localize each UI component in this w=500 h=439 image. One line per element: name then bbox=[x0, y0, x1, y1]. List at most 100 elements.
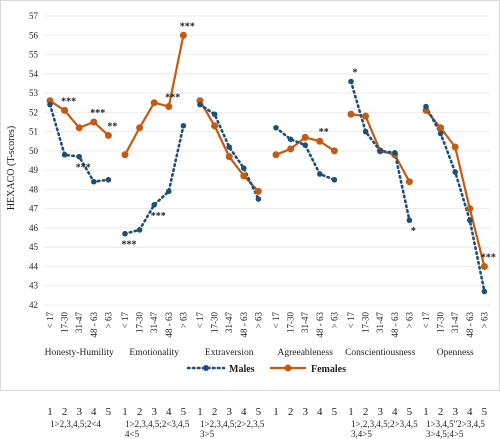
group-label-1: Emotionality bbox=[129, 348, 179, 358]
males-point-1-1 bbox=[136, 227, 143, 233]
males-point-5-1 bbox=[437, 130, 444, 137]
comparison-text-0-0: 1>2,3,4,5;2<4 bbox=[50, 419, 101, 429]
x-tick-label-5-4: > 63 bbox=[479, 312, 489, 329]
males-point-2-2 bbox=[226, 144, 232, 150]
index-label-5-1: 2 bbox=[438, 406, 444, 418]
males-point-3-1 bbox=[287, 136, 294, 143]
index-label-0-0: 1 bbox=[47, 406, 53, 418]
comparison-text-1-0: 1>2,3,4,5;2<3,4,5 bbox=[125, 419, 190, 429]
males-line-5 bbox=[424, 105, 486, 293]
males-point-2-4 bbox=[255, 196, 262, 202]
legend: Males Females bbox=[186, 364, 346, 375]
index-label-1-4: 5 bbox=[181, 406, 187, 418]
males-point-3-4 bbox=[331, 176, 338, 183]
females-point-3-4 bbox=[330, 147, 338, 155]
females-point-1-1 bbox=[136, 124, 144, 132]
index-label-0-3: 4 bbox=[91, 406, 97, 418]
males-point-1-0 bbox=[122, 230, 128, 237]
index-label-2-3: 4 bbox=[241, 406, 247, 418]
males-point-0-3 bbox=[91, 178, 97, 185]
index-label-4-1: 2 bbox=[363, 406, 369, 418]
legend-females-label: Females bbox=[311, 364, 346, 375]
males-point-2-1 bbox=[211, 111, 218, 118]
y-tick-label-48: 48 bbox=[29, 184, 39, 194]
y-tick-label-52: 52 bbox=[29, 107, 38, 117]
index-label-4-4: 5 bbox=[407, 406, 413, 418]
index-label-3-0: 1 bbox=[273, 406, 279, 418]
legend-females-marker bbox=[284, 364, 292, 372]
index-label-0-1: 2 bbox=[62, 406, 68, 418]
x-tick-label-3-0: < 17 bbox=[271, 312, 281, 329]
group-label-2: Extraversion bbox=[205, 348, 254, 358]
y-tick-label-50: 50 bbox=[29, 146, 39, 156]
x-tick-label-2-0: < 17 bbox=[195, 312, 205, 329]
females-point-3-1 bbox=[287, 145, 295, 153]
females-point-5-4 bbox=[480, 262, 488, 270]
group-label-0: Honesty-Humility bbox=[45, 348, 114, 358]
x-tick-label-4-2: 31-47 bbox=[375, 312, 385, 333]
y-tick-label-46: 46 bbox=[29, 223, 39, 233]
index-label-2-2: 3 bbox=[226, 406, 232, 418]
significance-marker-6: *** bbox=[165, 93, 180, 104]
y-tick-label-55: 55 bbox=[29, 50, 39, 60]
females-point-5-2 bbox=[451, 143, 459, 151]
significance-marker-2: *** bbox=[90, 108, 105, 119]
index-label-2-4: 5 bbox=[256, 406, 262, 418]
series-layer bbox=[46, 31, 488, 295]
x-tick-label-1-4: > 63 bbox=[178, 312, 188, 329]
females-point-4-4 bbox=[405, 178, 413, 186]
females-point-0-2 bbox=[75, 124, 83, 132]
index-label-3-4: 5 bbox=[332, 406, 338, 418]
y-tick-label-43: 43 bbox=[29, 281, 39, 291]
index-label-1-0: 1 bbox=[122, 406, 128, 418]
males-line-2 bbox=[198, 103, 260, 201]
females-point-1-4 bbox=[179, 31, 187, 39]
males-point-2-3 bbox=[241, 165, 247, 172]
significance-marker-9: * bbox=[353, 68, 358, 79]
legend-males-marker bbox=[203, 365, 209, 371]
males-point-0-1 bbox=[61, 151, 68, 158]
x-tick-label-4-3: 48 - 63 bbox=[390, 312, 400, 338]
males-point-5-4 bbox=[481, 288, 488, 295]
males-point-4-2 bbox=[377, 148, 384, 154]
x-tick-label-2-3: 48 - 63 bbox=[239, 312, 249, 338]
x-tick-label-5-0: < 17 bbox=[421, 312, 431, 329]
males-point-0-4 bbox=[105, 176, 112, 183]
males-point-0-0 bbox=[47, 101, 53, 108]
comparison-text-1-1: 4<5 bbox=[125, 429, 140, 439]
group-label-4: Conscientiousness bbox=[345, 348, 415, 358]
significance-marker-7: *** bbox=[180, 21, 195, 32]
males-point-1-3 bbox=[166, 188, 172, 195]
x-tick-label-5-3: 48 - 63 bbox=[465, 312, 475, 338]
x-tick-label-3-2: 31-47 bbox=[300, 312, 310, 333]
males-point-5-2 bbox=[452, 169, 459, 175]
y-tick-label-51: 51 bbox=[29, 127, 38, 137]
x-tick-label-2-2: 31-47 bbox=[224, 312, 234, 333]
index-label-4-2: 3 bbox=[377, 406, 383, 418]
females-point-1-2 bbox=[150, 99, 158, 107]
x-tick-label-2-4: > 63 bbox=[253, 312, 263, 329]
females-point-1-0 bbox=[121, 151, 129, 159]
significance-marker-4: *** bbox=[122, 240, 137, 251]
comparison-text-4-0: 1>,2,3,4,5;2>3,4,5 bbox=[351, 419, 418, 429]
x-tick-label-0-0: < 17 bbox=[45, 312, 55, 329]
males-point-5-0 bbox=[423, 103, 429, 110]
group-label-3: Agreeableness bbox=[278, 348, 334, 358]
x-tick-label-4-4: > 63 bbox=[404, 312, 414, 329]
index-label-3-2: 3 bbox=[302, 406, 308, 418]
x-tick-label-1-2: 31-47 bbox=[149, 312, 159, 333]
males-point-4-1 bbox=[362, 128, 369, 135]
x-tick-label-5-1: 17-30 bbox=[436, 312, 446, 333]
index-label-5-2: 3 bbox=[452, 406, 458, 418]
group-comparisons: 1 2 3 4 51>2,3,4,5;2<41 2 3 4 51>2,3,4,5;2<3,4,5… bbox=[47, 406, 487, 439]
x-tick-label-0-3: 48 - 63 bbox=[89, 312, 99, 338]
males-point-3-0 bbox=[273, 124, 279, 131]
males-point-4-3 bbox=[392, 149, 398, 156]
females-point-3-0 bbox=[272, 151, 280, 159]
index-label-1-2: 3 bbox=[151, 406, 157, 418]
significance-marker-5: *** bbox=[151, 211, 166, 222]
index-label-0-2: 3 bbox=[76, 406, 82, 418]
y-tick-label-42: 42 bbox=[29, 300, 38, 310]
y-tick-label-54: 54 bbox=[29, 69, 39, 79]
